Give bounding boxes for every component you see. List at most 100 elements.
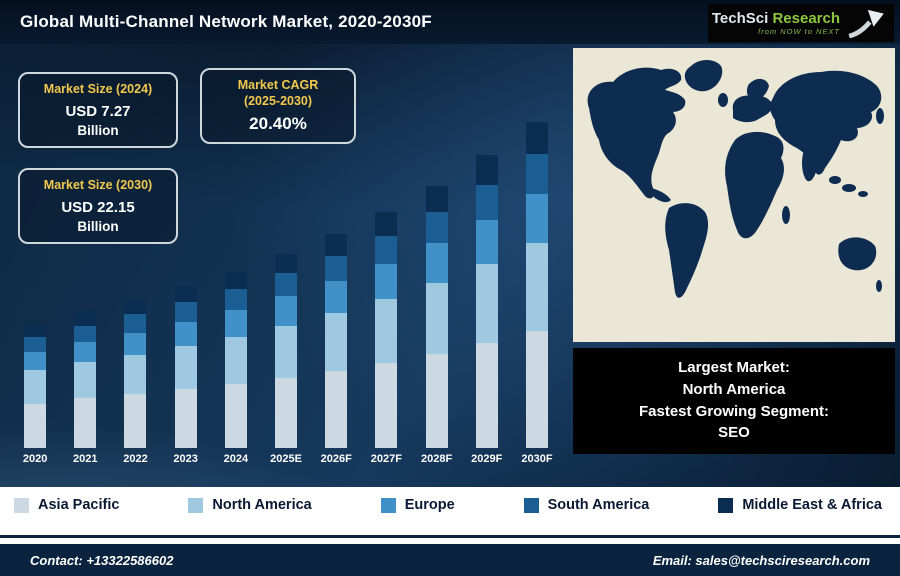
logo-tagline: from NOW to NEXT [758,27,840,36]
bar-column: 2020 [10,324,60,467]
bar-segment-south-america [224,289,247,311]
bar-column: 2022 [110,299,160,467]
market-size-2030-value: USD 22.15 [61,198,135,216]
market-size-2024-box: Market Size (2024) USD 7.27 Billion [18,72,178,148]
bar-segment-europe [275,296,298,326]
page-title: Global Multi-Channel Network Market, 202… [20,12,432,31]
legend-item: Middle East & Africa [718,497,882,513]
bar-column: 2027F [361,212,411,467]
bar-segment-south-america [525,154,548,194]
legend-label: Asia Pacific [38,497,120,513]
legend-swatch [523,497,539,513]
market-size-2024-unit: Billion [77,122,119,138]
market-cagr-heading: Market CAGR [237,78,319,92]
bar-segment-north-america [275,325,298,379]
logo-arrow-icon [848,9,884,38]
bar-segment-south-america [174,302,197,322]
bar-column: 2026F [311,234,361,467]
bar-segment-europe [24,351,47,371]
bar-segment-middle-east-africa [325,234,348,256]
contact-phone: Contact: +13322586602 [30,552,174,568]
bar-segment-asia-pacific [325,371,348,448]
legend-item: Asia Pacific [14,497,119,513]
x-axis-label: 2020 [22,453,48,465]
x-axis-label: 2021 [73,453,98,465]
largest-market-label: Largest Market: [678,359,790,376]
stacked-bar [425,185,448,448]
bar-segment-south-america [475,184,498,221]
bar-segment-europe [375,263,398,300]
logo-brand-secondary: Research [772,10,840,27]
bar-segment-north-america [425,282,448,354]
bar-segment-europe [124,332,147,355]
bar-column: 2030F [512,122,562,467]
stacked-bar [525,122,548,448]
bar-segment-north-america [525,242,548,331]
bar-segment-north-america [325,313,348,372]
bar-segment-middle-east-africa [124,299,147,315]
bar-column: 2028F [412,185,462,467]
highlight-box: Largest Market: North America Fastest Gr… [573,348,895,454]
logo-brand-primary: TechSci [711,10,769,27]
legend-swatch [718,497,734,513]
bar-segment-middle-east-africa [224,271,247,290]
logo-text: TechSci Research from NOW to NEXT [712,10,840,36]
stacked-bar [224,271,247,448]
fastest-segment-label: Fastest Growing Segment: [638,402,830,420]
market-size-2024-heading: Market Size (2024) [43,82,153,96]
bar-segment-asia-pacific [224,384,247,448]
bar-segment-north-america [375,299,398,363]
stacked-bar [375,212,398,448]
bar-segment-north-america [224,336,247,385]
bar-segment-south-america [325,255,348,282]
bar-segment-europe [425,243,448,283]
bar-segment-europe [74,341,97,363]
x-axis-label: 2026F [320,453,352,465]
x-axis-label: 2025E [270,453,302,465]
legend-label: South America [547,497,650,513]
bar-segment-europe [525,193,548,243]
stacked-bar [24,324,47,448]
bar-segment-south-america [375,235,398,264]
legend-item: Europe [380,497,455,513]
stacked-bar [475,155,498,448]
x-axis-label: 2028F [420,453,453,465]
fastest-segment-value: SEO [718,424,750,442]
x-axis-label: 2029F [471,453,503,465]
legend-item: South America [523,497,650,513]
x-axis-label: 2023 [173,453,198,465]
legend-strip: Asia Pacific North America Europe South Ame… [0,487,900,544]
market-size-2030-box: Market Size (2030) USD 22.15 Billion [18,168,178,244]
market-size-2030-unit: Billion [77,218,119,234]
bar-segment-south-america [24,336,47,352]
bar-column: 2024 [211,271,261,467]
bar-segment-middle-east-africa [475,155,498,185]
bar-segment-north-america [74,362,97,399]
bar-segment-asia-pacific [275,378,298,448]
bar-column: 2023 [161,286,211,467]
market-size-2024-value: USD 7.27 [65,102,131,120]
stacked-bar [124,299,147,448]
bar-segment-asia-pacific [124,394,147,448]
legend-swatch [14,497,29,513]
world-map-panel [573,48,895,342]
bar-segment-europe [325,281,348,314]
legend-label: North America [212,497,312,513]
stacked-bar [275,253,298,448]
largest-market-value: North America [682,380,786,398]
bar-segment-middle-east-africa [275,253,298,273]
bar-segment-middle-east-africa [425,185,448,213]
bar-column: 2025E [261,253,311,467]
bar-segment-middle-east-africa [74,311,97,326]
x-axis-label: 2024 [223,453,249,465]
bar-segment-asia-pacific [525,330,548,448]
bar-segment-asia-pacific [425,353,448,448]
stacked-bar [325,234,348,448]
bar-segment-asia-pacific [74,398,97,448]
x-axis-label: 2030F [521,453,553,465]
bar-segment-north-america [174,345,197,390]
bar-segment-north-america [475,263,498,343]
bar-segment-middle-east-africa [174,286,197,303]
bar-segment-europe [224,310,247,337]
bar-column: 2029F [462,155,512,467]
